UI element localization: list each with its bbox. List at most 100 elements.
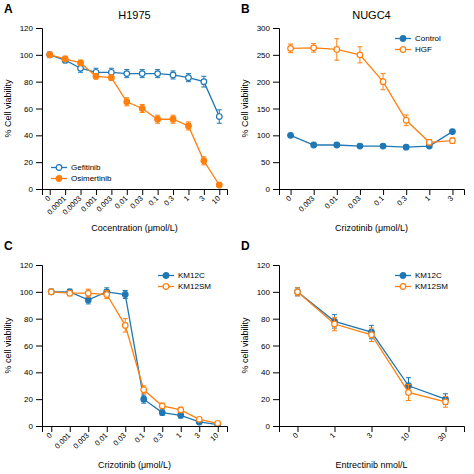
tick-mark xyxy=(273,189,279,190)
tick-mark xyxy=(36,265,42,266)
error-bar xyxy=(140,70,145,78)
tick-mark xyxy=(70,426,71,432)
tick: 50 xyxy=(261,158,279,167)
error-bar xyxy=(67,290,72,295)
tick-label: 0.3 xyxy=(151,431,165,445)
tick: 0 xyxy=(29,185,42,194)
error-bar xyxy=(443,394,448,405)
legend-item: HGF xyxy=(395,45,432,54)
point xyxy=(406,390,412,396)
plot-area xyxy=(48,288,220,426)
legend: GefitinibOsimertinib xyxy=(51,163,112,183)
point xyxy=(332,321,338,327)
point xyxy=(85,297,91,303)
tick: 1 xyxy=(423,189,432,203)
point xyxy=(216,114,222,120)
error-bar xyxy=(86,289,91,297)
tick: 120 xyxy=(257,261,279,270)
tick: 40 xyxy=(261,368,279,377)
point xyxy=(78,65,84,71)
error-bar xyxy=(443,396,448,407)
tick-label: 1 xyxy=(328,431,337,440)
tick-mark xyxy=(36,426,42,427)
error-bar xyxy=(311,44,316,53)
point xyxy=(67,290,73,296)
tick: 10 xyxy=(399,426,411,443)
tick: 0 xyxy=(266,185,279,194)
point xyxy=(216,182,222,188)
point xyxy=(122,323,128,329)
point xyxy=(186,75,192,81)
title: NUGC4 xyxy=(352,9,391,21)
tick-label: 200 xyxy=(257,78,271,87)
tick-label: 0 xyxy=(45,431,54,440)
tick: 0.001 xyxy=(53,426,73,451)
axis-line xyxy=(36,266,43,427)
tick-label: 0 xyxy=(43,194,52,203)
tick-label: 3 xyxy=(193,431,202,440)
panel-label: B xyxy=(241,2,250,16)
legend-item: KM12C xyxy=(395,271,442,280)
tick: 20 xyxy=(24,395,42,404)
point xyxy=(186,123,192,129)
legend-label: Gefitinib xyxy=(71,163,101,172)
tick-mark xyxy=(429,189,430,195)
error-bar xyxy=(171,71,176,79)
axis-line xyxy=(280,190,465,196)
y-axis: 020406080100120 xyxy=(20,24,43,194)
tick-label: 1 xyxy=(174,431,183,440)
point xyxy=(403,144,409,150)
point xyxy=(196,416,202,422)
error-bar xyxy=(178,413,183,418)
tick-label: 0.03 xyxy=(128,194,145,211)
error-bar xyxy=(334,39,339,60)
point xyxy=(141,396,147,402)
x-axis: 0131030 xyxy=(280,426,465,443)
tick: 0.003 xyxy=(94,189,114,214)
y-axis-title: % Cell viability xyxy=(240,79,250,138)
legend: KM12CKM12SM xyxy=(158,271,211,291)
point xyxy=(357,52,363,58)
axis-line xyxy=(36,29,43,190)
point xyxy=(201,158,207,164)
x-axis: 00.0030.010.030.10.313 xyxy=(280,189,465,214)
tick-mark xyxy=(273,162,279,163)
line xyxy=(298,292,446,402)
tick-label: 20 xyxy=(24,395,33,404)
tick: 10 xyxy=(210,189,222,206)
tick: 0 xyxy=(29,422,42,431)
panel-label: C xyxy=(4,239,13,253)
tick: 40 xyxy=(24,368,42,377)
tick: 0 xyxy=(45,426,54,440)
error-bar xyxy=(63,56,68,61)
tick-mark xyxy=(158,189,159,195)
tick-label: 80 xyxy=(24,78,33,87)
point xyxy=(109,75,115,81)
error-bar xyxy=(104,290,109,298)
tick-mark xyxy=(273,109,279,110)
tick: 1 xyxy=(174,426,183,440)
legend-label: HGF xyxy=(415,45,432,54)
error-bar xyxy=(427,140,432,145)
tick: 10 xyxy=(208,426,220,443)
error-bar xyxy=(201,157,206,165)
point xyxy=(139,71,145,77)
legend-marker xyxy=(56,165,62,171)
point xyxy=(85,290,91,296)
tick: 0.01 xyxy=(113,189,130,211)
tick-mark xyxy=(51,426,52,432)
tick-mark xyxy=(36,372,42,373)
tick: 40 xyxy=(24,131,42,140)
point xyxy=(288,46,294,52)
error-bar xyxy=(186,122,191,130)
tick-mark xyxy=(273,399,279,400)
tick-label: 30 xyxy=(436,431,448,443)
series xyxy=(47,52,222,123)
tick: 3 xyxy=(446,189,455,203)
legend-label: KM12SM xyxy=(415,282,448,291)
tick: 0 xyxy=(291,426,300,440)
error-bar xyxy=(450,138,455,143)
tick-label: 20 xyxy=(261,395,270,404)
point xyxy=(93,74,99,80)
point xyxy=(295,289,301,295)
